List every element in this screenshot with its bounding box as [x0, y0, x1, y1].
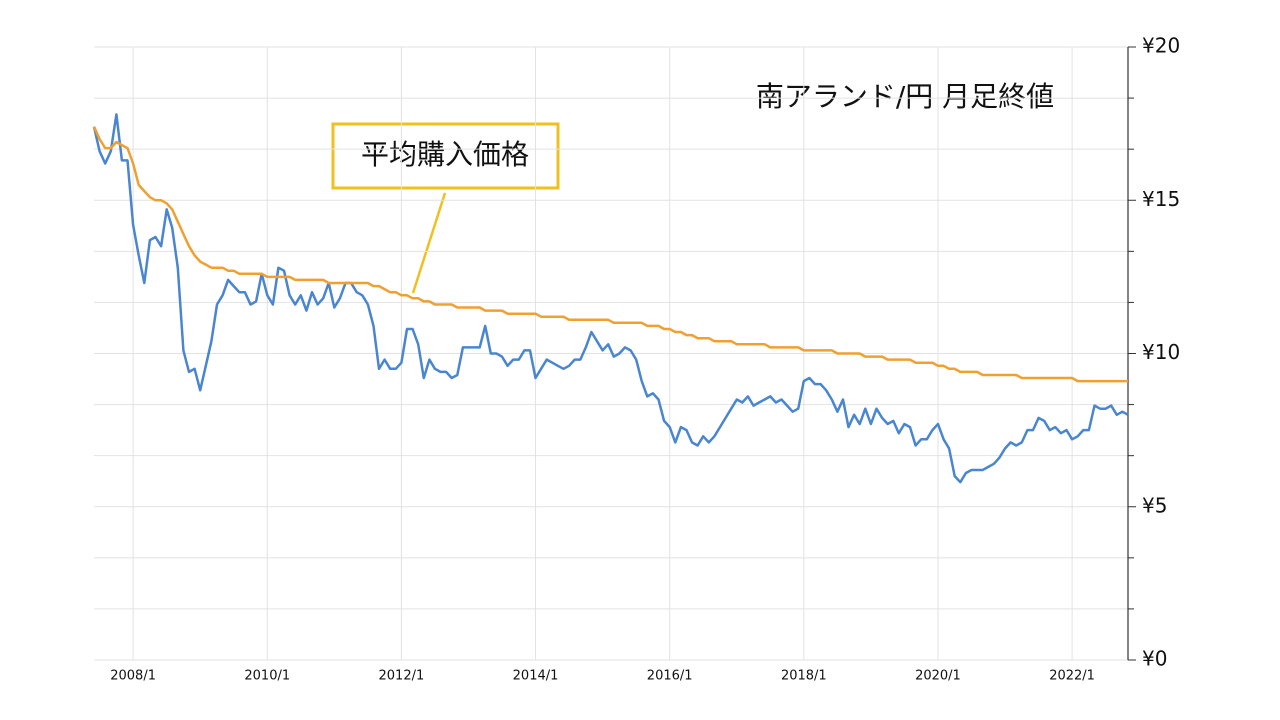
x-tick-label: 2012/1	[379, 669, 425, 684]
x-tick-label: 2016/1	[647, 669, 693, 684]
x-tick-label: 2008/1	[110, 669, 156, 684]
x-tick-label: 2018/1	[781, 669, 827, 684]
y-tick-label: ¥10	[1142, 340, 1180, 364]
annotation: 平均購入価格	[361, 138, 529, 171]
chart-title: 南アランド/円 月足終値	[756, 80, 1054, 113]
annotation-leader	[411, 192, 447, 294]
x-tick-label: 2014/1	[513, 669, 559, 684]
y-tick-label: ¥15	[1142, 187, 1180, 211]
annotation-box	[331, 122, 560, 190]
y-tick-label: ¥0	[1142, 647, 1167, 671]
x-tick-label: 2020/1	[915, 669, 961, 684]
series-line	[92, 126, 1128, 383]
y-tick-label: ¥20	[1142, 34, 1180, 58]
y-tick-label: ¥5	[1142, 493, 1167, 517]
x-tick-label: 2022/1	[1049, 669, 1095, 684]
series-line	[92, 113, 1129, 484]
x-tick-label: 2010/1	[244, 669, 290, 684]
